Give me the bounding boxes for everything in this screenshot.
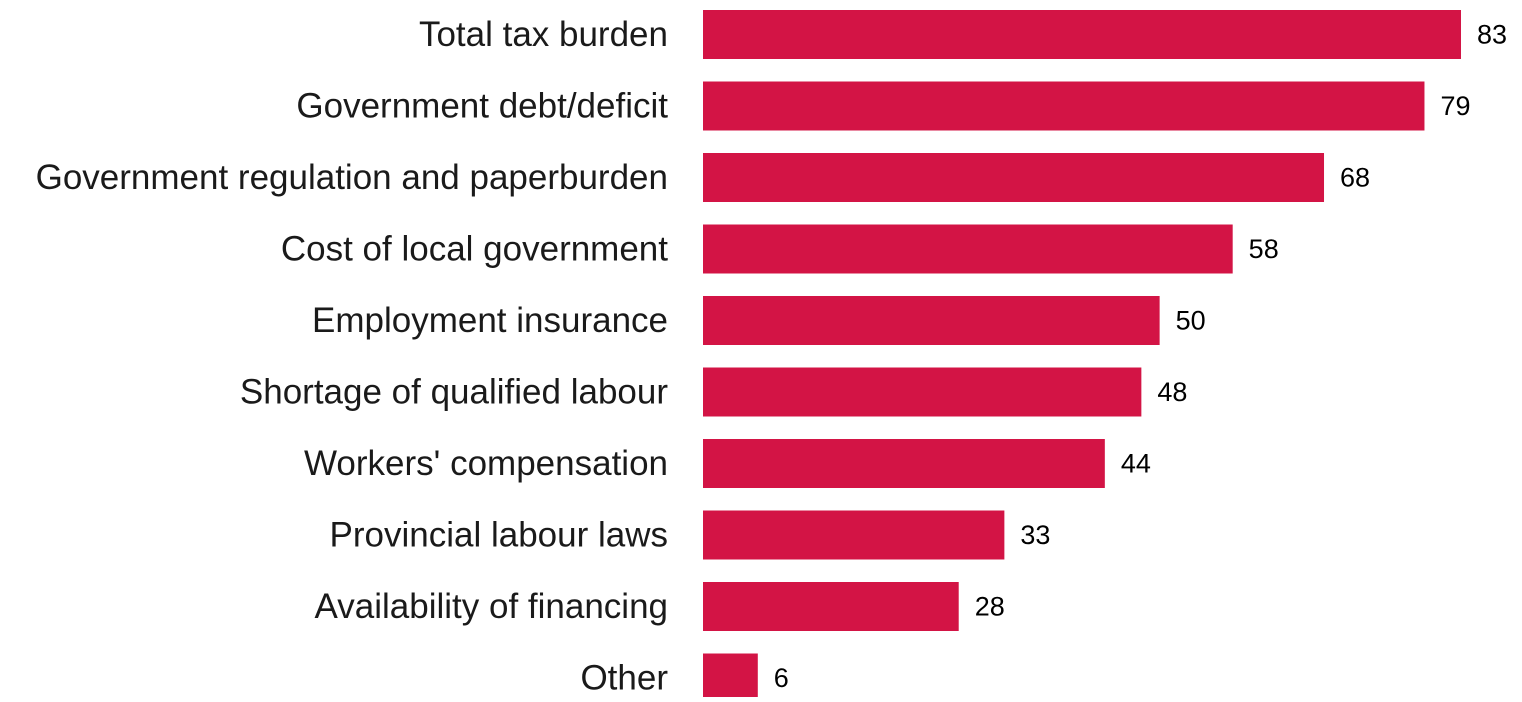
category-labels: Total tax burden Government debt/deficit G… [36,15,669,698]
category-label-shortage-of-qualified-labour: Shortage of qualified labour [240,373,668,412]
bar-provincial-labour-laws [703,510,1005,560]
bars-layer [703,10,1461,702]
bar-government-debt-deficit [703,81,1425,131]
value-label-shortage-of-qualified-labour: 48 [1157,377,1187,407]
bar-workers-compensation [703,439,1105,488]
bar-other [703,653,758,702]
category-label-cost-of-local-government: Cost of local government [281,230,668,269]
value-label-availability-of-financing: 28 [975,592,1005,622]
value-label-provincial-labour-laws: 33 [1020,520,1050,550]
value-label-government-regulation-and-paperburden: 68 [1340,163,1370,193]
category-label-employment-insurance: Employment insurance [312,301,668,340]
bar-government-regulation-and-paperburden [703,153,1325,202]
bar-employment-insurance [703,296,1160,345]
bar-cost-of-local-government [703,224,1233,274]
value-label-other: 6 [774,663,789,693]
value-label-cost-of-local-government: 58 [1249,234,1279,264]
category-label-workers-compensation: Workers' compensation [304,444,668,483]
category-label-availability-of-financing: Availability of financing [315,587,668,626]
category-label-government-regulation-and-paperburden: Government regulation and paperburden [36,158,668,197]
category-label-provincial-labour-laws: Provincial labour laws [330,516,668,555]
category-label-government-debt-deficit: Government debt/deficit [296,87,668,126]
value-label-workers-compensation: 44 [1121,449,1151,479]
category-label-other: Other [580,659,668,698]
value-labels: 83 79 68 58 50 48 44 33 28 6 [774,20,1507,694]
bar-total-tax-burden [703,10,1461,59]
value-label-government-debt-deficit: 79 [1440,91,1470,121]
value-label-total-tax-burden: 83 [1477,20,1507,50]
category-label-total-tax-burden: Total tax burden [419,15,668,54]
bar-shortage-of-qualified-labour [703,367,1142,417]
value-label-employment-insurance: 50 [1176,306,1206,336]
bar-availability-of-financing [703,582,959,631]
